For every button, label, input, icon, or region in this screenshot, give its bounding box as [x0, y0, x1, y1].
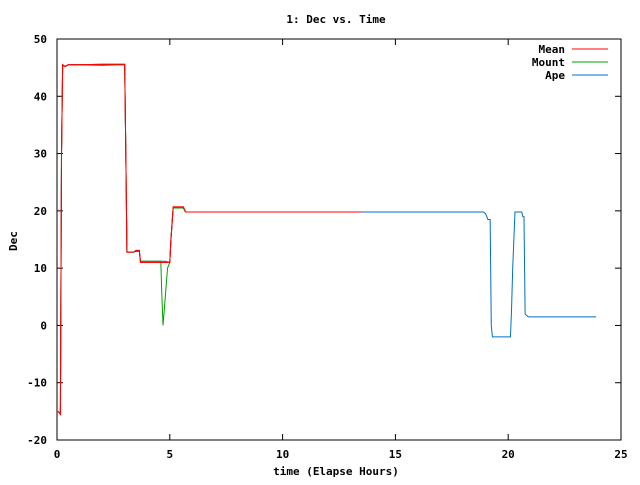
legend-label-mount: Mount: [532, 56, 565, 69]
x-tick-label: 25: [614, 448, 627, 461]
y-axis-label: Dec: [7, 231, 20, 251]
series-line-ape: [57, 63, 597, 416]
x-tick-label: 15: [389, 448, 402, 461]
series-line-mean-overlay: [57, 63, 362, 416]
series-lines: [57, 63, 597, 416]
y-tick-label: 20: [34, 205, 47, 218]
chart-title: 1: Dec vs. Time: [286, 13, 386, 26]
y-tick-label: 10: [34, 262, 47, 275]
y-tick-label: 50: [34, 33, 47, 46]
legend-label-ape: Ape: [545, 69, 565, 82]
y-tick-label: 40: [34, 90, 47, 103]
plot-area-border: [56, 38, 622, 441]
x-tick-label: 0: [54, 448, 61, 461]
legend-label-mean: Mean: [539, 43, 566, 56]
x-tick-label: 20: [502, 448, 515, 461]
series-line-mount: [57, 63, 362, 416]
axis-ticks: -20 -10 0 10 20 30 40 50 0 5 10 15 20 25: [27, 33, 628, 461]
y-tick-label: -20: [27, 434, 47, 447]
y-tick-label: -10: [27, 377, 47, 390]
series-line-mean: [57, 63, 362, 416]
x-tick-label: 5: [166, 448, 173, 461]
y-tick-label: 30: [34, 148, 47, 161]
x-axis-label: time (Elapse Hours): [273, 465, 399, 478]
x-tick-label: 10: [276, 448, 289, 461]
y-tick-label: 0: [40, 319, 47, 332]
